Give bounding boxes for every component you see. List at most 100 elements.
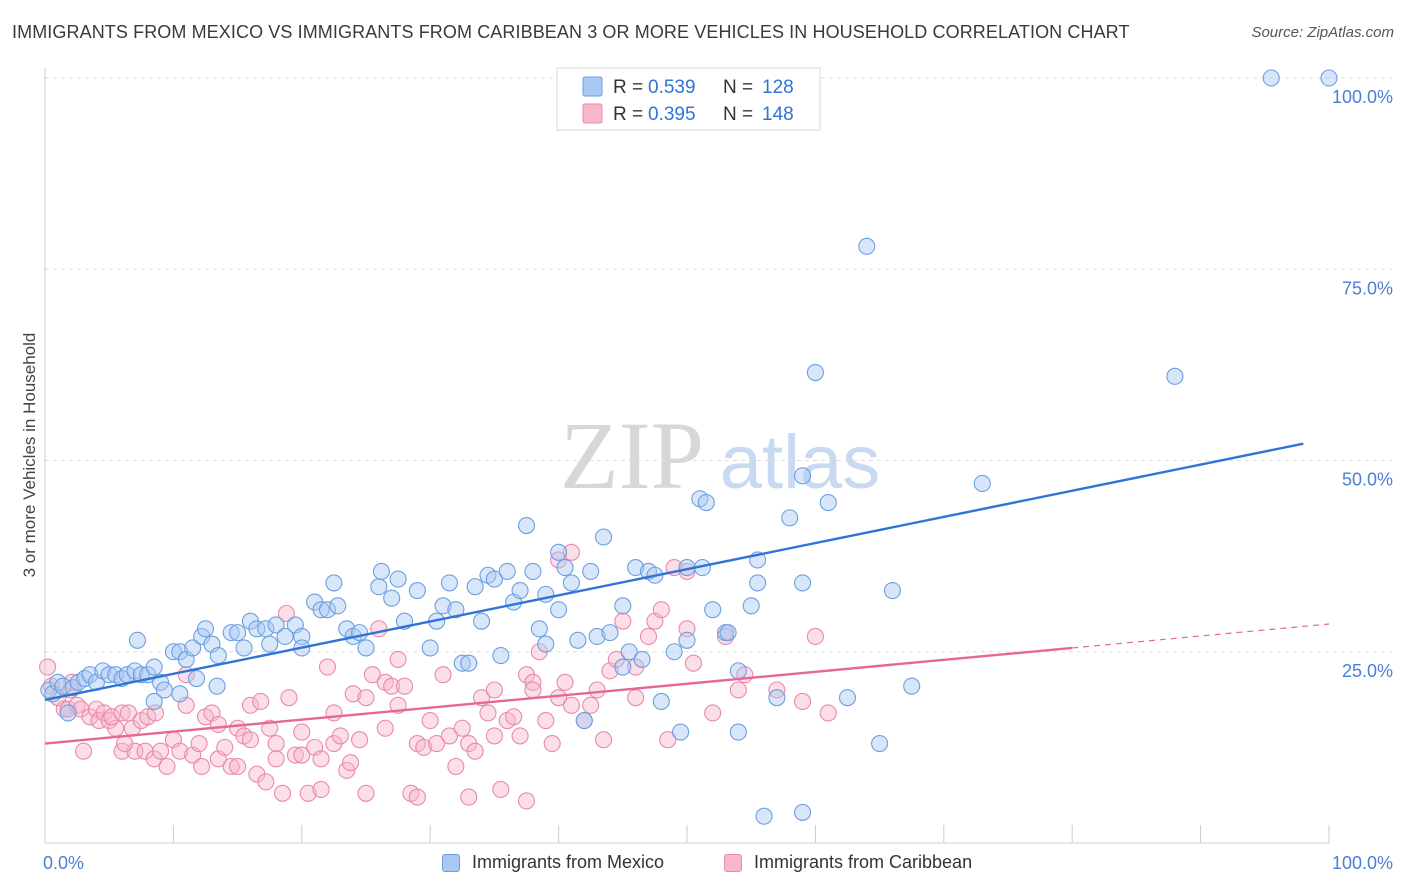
- mexico-point: [530, 620, 548, 638]
- mexico-point: [372, 562, 390, 580]
- mexico-point: [614, 658, 632, 676]
- mexico-point: [325, 574, 343, 592]
- mexico-point: [434, 597, 452, 615]
- mexico-point: [794, 574, 812, 592]
- caribbean-trend-line: [44, 646, 1073, 745]
- caribbean-point: [537, 712, 555, 730]
- caribbean-point: [267, 734, 285, 753]
- mexico-point: [64, 679, 82, 697]
- caribbean-point: [293, 746, 311, 764]
- legend-item-mexico[interactable]: Immigrants from Mexico: [442, 852, 664, 873]
- mexico-point: [517, 516, 536, 535]
- mexico-point: [704, 601, 722, 619]
- caribbean-point: [229, 757, 247, 776]
- caribbean-point: [684, 654, 702, 672]
- caribbean-trend-extension: [1072, 623, 1330, 649]
- legend-n-value-caribbean: 148: [762, 104, 794, 125]
- legend-label-mexico: Immigrants from Mexico: [472, 852, 665, 872]
- legend-r-label-mexico: R =: [613, 77, 643, 98]
- mexico-point: [742, 597, 760, 615]
- mexico-point: [569, 631, 587, 649]
- caribbean-point: [139, 708, 157, 726]
- caribbean-point: [325, 704, 343, 722]
- mexico-point: [248, 620, 266, 638]
- tick-labels: 25.0% 50.0% 75.0% 100.0% 0.0% 100.0%: [43, 87, 1393, 873]
- mexico-point: [562, 574, 580, 592]
- mexico-point: [229, 624, 247, 642]
- mexico-point: [145, 692, 163, 711]
- legend-label-caribbean: Immigrants from Caribbean: [754, 852, 973, 872]
- mexico-point: [678, 631, 696, 649]
- mexico-point: [164, 643, 182, 661]
- caribbean-point: [59, 700, 77, 718]
- mexico-point: [550, 543, 568, 561]
- caribbean-point: [63, 673, 81, 691]
- caribbean-point: [312, 750, 330, 768]
- mexico-point: [421, 639, 439, 657]
- mexico-point: [601, 624, 619, 642]
- caribbean-point: [517, 792, 536, 810]
- x-tick-label: 0.0%: [43, 853, 84, 873]
- mexico-point: [318, 601, 337, 619]
- mexico-point: [755, 807, 773, 825]
- caribbean-point: [408, 788, 426, 806]
- mexico-point: [485, 570, 503, 588]
- caribbean-point: [318, 658, 337, 676]
- mexico-point: [819, 494, 837, 512]
- caribbean-point: [627, 689, 645, 707]
- mexico-point: [582, 562, 600, 580]
- mexico-point: [511, 581, 529, 600]
- caribbean-point: [344, 685, 362, 703]
- mexico-point: [806, 363, 824, 382]
- caribbean-point: [193, 757, 211, 776]
- mexico-point: [620, 643, 638, 661]
- caribbean-point: [421, 712, 439, 730]
- mexico-point: [261, 635, 279, 653]
- caribbean-point: [273, 784, 292, 802]
- mexico-point: [440, 574, 459, 592]
- mexico-point: [781, 509, 799, 527]
- mexico-point: [267, 616, 285, 634]
- mexico-point: [357, 639, 375, 657]
- caribbean-point: [524, 681, 542, 699]
- mexico-point: [556, 559, 574, 577]
- mexico-point: [627, 559, 645, 577]
- caribbean-point: [453, 719, 471, 737]
- caribbean-point: [331, 727, 349, 745]
- mexico-point: [370, 578, 388, 596]
- caribbean-point: [312, 780, 330, 799]
- caribbean-point: [342, 754, 360, 772]
- caribbean-point: [614, 612, 632, 630]
- caribbean-point: [562, 696, 580, 714]
- mexico-point: [171, 685, 189, 703]
- mexico-point: [871, 734, 889, 753]
- caribbean-point: [257, 773, 275, 791]
- mexico-point: [466, 578, 484, 596]
- caribbean-point: [261, 719, 279, 737]
- mexico-point: [594, 528, 613, 546]
- caribbean-point: [116, 734, 134, 753]
- mexico-point: [145, 658, 163, 676]
- caribbean-point: [152, 742, 170, 760]
- mexico-point: [196, 620, 215, 638]
- caribbean-point: [505, 708, 523, 726]
- mexico-point: [1166, 367, 1184, 385]
- caribbean-point: [588, 681, 606, 699]
- caribbean-point: [428, 734, 446, 753]
- mexico-point: [768, 689, 786, 707]
- mexico-point: [665, 643, 683, 661]
- trend-lines: [44, 442, 1330, 745]
- caribbean-point: [594, 731, 613, 749]
- legend-item-caribbean[interactable]: Immigrants from Caribbean: [724, 852, 972, 873]
- caribbean-point: [794, 692, 812, 711]
- mexico-point: [184, 639, 202, 657]
- mexico-point: [749, 574, 767, 592]
- y-tick-label: 100.0%: [1332, 87, 1393, 107]
- mexico-point: [208, 677, 226, 695]
- caribbean-point: [819, 704, 837, 722]
- chart-title: IMMIGRANTS FROM MEXICO VS IMMIGRANTS FRO…: [12, 22, 1130, 42]
- legend-r-label-caribbean: R =: [613, 104, 643, 125]
- caribbean-point: [556, 673, 574, 691]
- mexico-point: [524, 562, 542, 580]
